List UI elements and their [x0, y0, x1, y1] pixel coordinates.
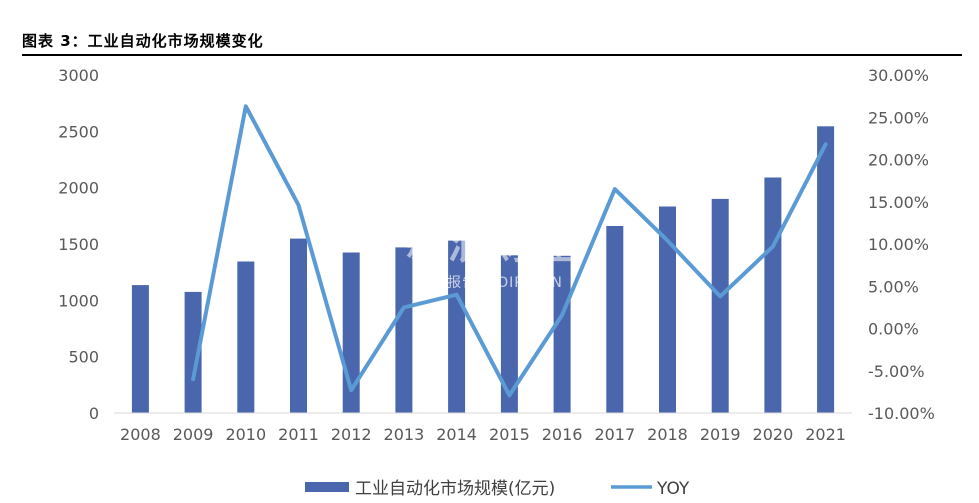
legend-line-label: YOY	[656, 479, 690, 499]
legend: 工业自动化市场规模(亿元) YOY	[305, 479, 690, 499]
watermark-sub: 行业报告 IPOIPO.CN	[417, 275, 563, 291]
bar-2014	[448, 240, 466, 413]
x-tick-label: 2018	[647, 425, 688, 444]
y-left-tick-label: 2500	[58, 122, 99, 141]
bar-2011	[290, 238, 307, 413]
y-right-tick-label: -5.00%	[868, 362, 925, 381]
y-left-tick-label: 2000	[58, 179, 99, 198]
y-left-tick-label: 0	[89, 404, 99, 423]
bar-2017	[606, 226, 624, 413]
y-right-tick-label: 15.00%	[868, 193, 929, 212]
x-axis: 2008 2009 2010 2011 2012 2013 2014 2015 2016 2017…	[120, 425, 846, 444]
watermark-main: 新浪财经	[406, 222, 574, 268]
figure-title: 图表 3：工业自动化市场规模变化	[22, 32, 264, 50]
bar-2008	[131, 285, 149, 413]
x-tick-label: 2021	[805, 425, 846, 444]
legend-bar-label: 工业自动化市场规模(亿元)	[355, 479, 555, 499]
legend-bar-swatch	[305, 482, 349, 492]
bar-series	[131, 126, 835, 414]
bar-2018	[659, 206, 676, 413]
bar-2016	[553, 255, 571, 413]
y-right-tick-label: 20.00%	[868, 151, 929, 170]
y-right-tick-label: 0.00%	[868, 320, 919, 339]
y-left-tick-label: 1000	[58, 291, 99, 310]
y-axis-right: -10.00% -5.00% 0.00% 5.00% 10.00% 15.00% 20.00…	[868, 66, 935, 423]
x-tick-label: 2020	[753, 425, 794, 444]
y-right-tick-label: 25.00%	[868, 108, 929, 127]
watermark: 新浪财经 行业报告 IPOIPO.CN	[406, 222, 574, 291]
y-right-tick-label: 5.00%	[868, 277, 919, 296]
bar-2019	[711, 198, 729, 413]
bar-2021	[817, 126, 835, 414]
x-tick-label: 2008	[120, 425, 161, 444]
x-tick-label: 2011	[278, 425, 319, 444]
x-tick-label: 2019	[700, 425, 741, 444]
y-right-tick-label: -10.00%	[868, 404, 935, 423]
x-tick-label: 2016	[542, 425, 583, 444]
y-axis-left: 0 500 1000 1500 2000 2500 3000	[58, 66, 99, 423]
x-tick-label: 2015	[489, 425, 530, 444]
x-tick-label: 2010	[225, 425, 266, 444]
x-tick-label: 2014	[436, 425, 477, 444]
bar-2020	[764, 177, 782, 413]
x-tick-label: 2017	[594, 425, 635, 444]
y-left-tick-label: 500	[68, 348, 99, 367]
y-left-tick-label: 1500	[58, 235, 99, 254]
y-right-tick-label: 30.00%	[868, 66, 929, 85]
y-left-tick-label: 3000	[58, 66, 99, 85]
bar-2015	[500, 255, 518, 413]
x-tick-label: 2009	[173, 425, 214, 444]
yoy-line-series	[191, 104, 828, 398]
title-rule	[22, 54, 962, 56]
bar-2013	[395, 247, 413, 413]
y-right-tick-label: 10.00%	[868, 235, 929, 254]
bar-2009	[184, 291, 202, 413]
x-tick-label: 2012	[331, 425, 372, 444]
x-tick-label: 2013	[384, 425, 425, 444]
bar-2010	[237, 261, 255, 413]
